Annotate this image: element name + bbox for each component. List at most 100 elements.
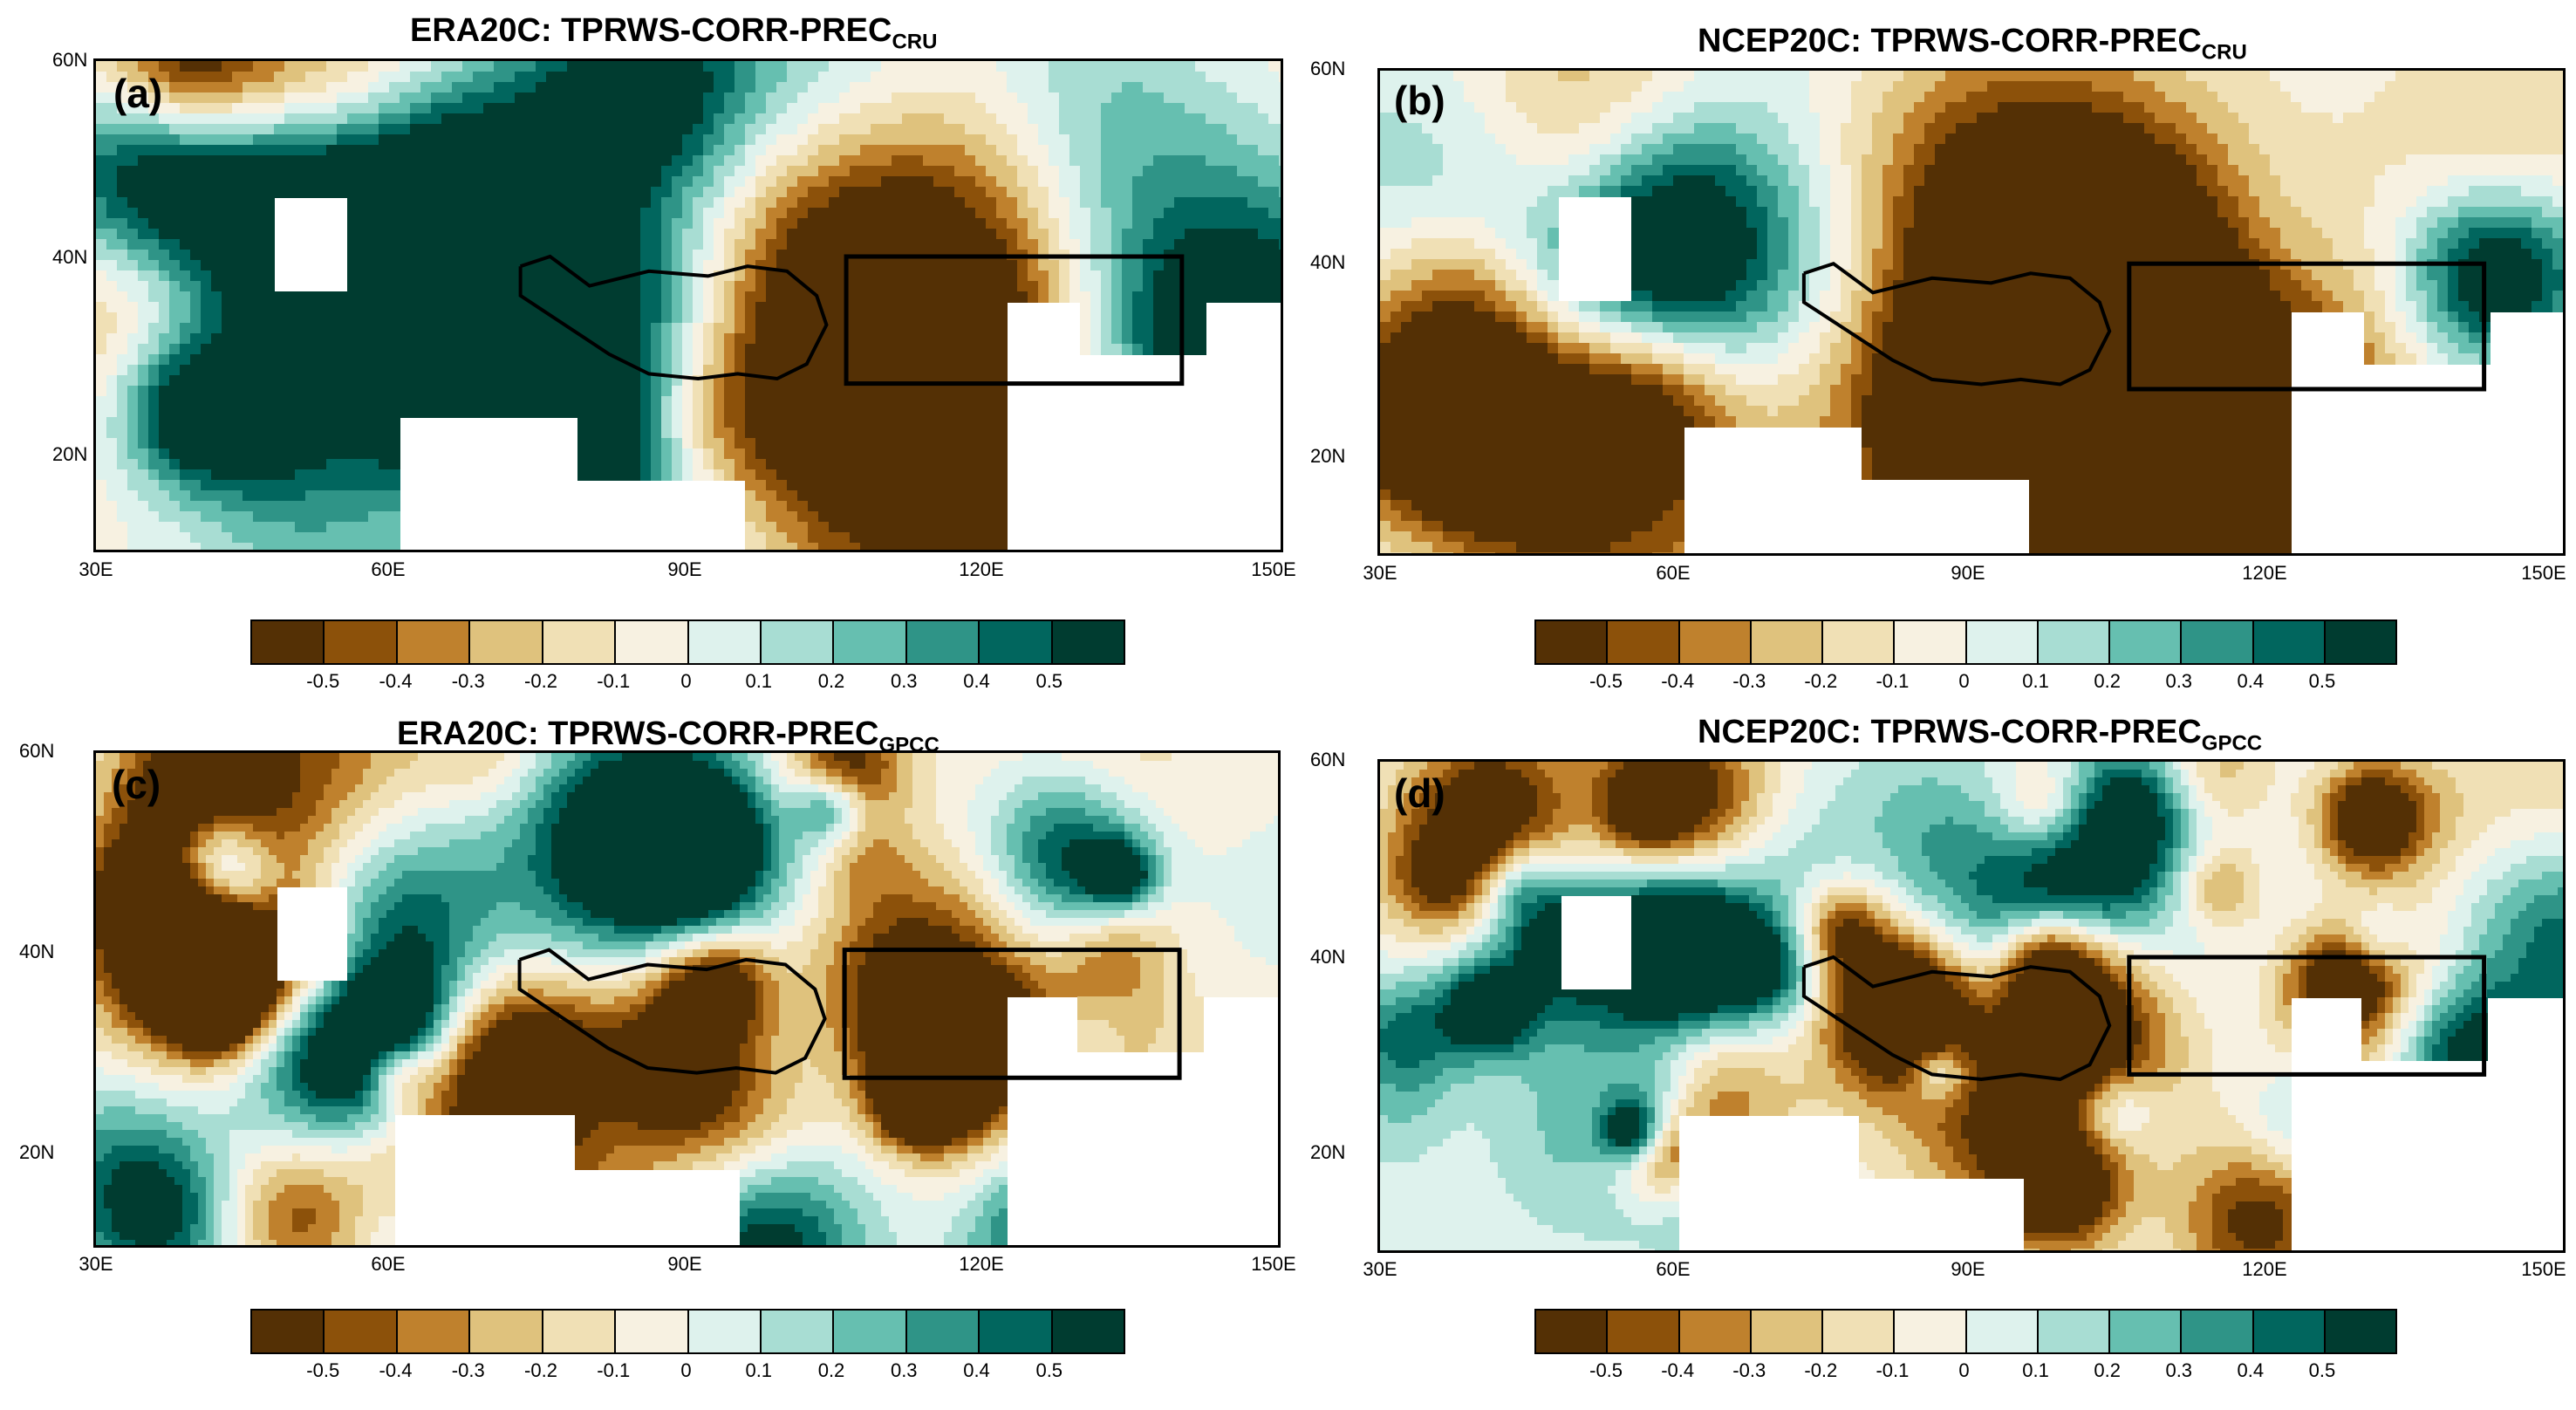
colorbar-tick-label: 0.2: [2094, 1359, 2121, 1382]
colorbar-swatch: [1966, 1311, 2039, 1352]
colorbar-swatch: [2253, 1311, 2326, 1352]
colorbar-tick-label: -0.1: [1876, 1359, 1909, 1382]
colorbar-swatch: [761, 1311, 835, 1352]
map-frame: [93, 58, 1283, 552]
lon-tick-60e: 60E: [1656, 1258, 1690, 1281]
colorbar-swatch: [1823, 1311, 1896, 1352]
colorbar-swatch: [834, 621, 907, 663]
lon-tick-120e: 120E: [2242, 562, 2286, 585]
colorbar-tick-label: -0.4: [379, 670, 413, 693]
colorbar-tick-label: -0.3: [452, 670, 485, 693]
colorbar-tick-label: 0: [680, 1359, 691, 1382]
region-box: [2127, 955, 2487, 1077]
lat-tick-60n: 60N: [52, 49, 87, 72]
lon-tick-150e: 150E: [2521, 1258, 2566, 1281]
colorbar-swatch: [2182, 1311, 2254, 1352]
panel-b: NCEP20C: TPRWS-CORR-PRECCRU (b) 60N 40N …: [1288, 0, 2576, 705]
colorbar-tick-label: -0.5: [306, 670, 339, 693]
colorbar-tick-label: 0: [680, 670, 691, 693]
colorbar-tick-label: 0.1: [745, 1359, 772, 1382]
colorbar-swatch: [2038, 1311, 2110, 1352]
colorbar-tick-label: -0.3: [452, 1359, 485, 1382]
correlation-map: [96, 61, 1281, 550]
panel-a: ERA20C: TPRWS-CORR-PRECCRU (a) 60N 40N 2…: [0, 0, 1296, 705]
colorbar-tick-label: 0.5: [2309, 670, 2336, 693]
colorbar-swatch: [2110, 1311, 2183, 1352]
colorbar-tick-label: -0.1: [597, 1359, 630, 1382]
colorbar-labels: -0.5 -0.4 -0.3 -0.2 -0.1 0 0.1 0.2 0.3 0.4 0.5: [250, 1359, 1122, 1386]
correlation-map: [1380, 71, 2563, 553]
colorbar-swatch: [1608, 1311, 1680, 1352]
panel-label: (b): [1394, 77, 1445, 124]
map-frame: [93, 750, 1281, 1248]
lon-tick-150e: 150E: [1251, 558, 1295, 581]
colorbar-tick-label: 0: [1958, 1359, 1969, 1382]
colorbar-swatch: [1536, 1311, 1609, 1352]
correlation-map: [1380, 762, 2563, 1250]
colorbar-labels: -0.5 -0.4 -0.3 -0.2 -0.1 0 0.1 0.2 0.3 0.4 0.5: [250, 670, 1122, 696]
colorbar-swatch: [688, 1311, 762, 1352]
colorbar-swatch: [1679, 621, 1752, 663]
colorbar-labels: -0.5 -0.4 -0.3 -0.2 -0.1 0 0.1 0.2 0.3 0.4 0.5: [1534, 1359, 2394, 1386]
lat-tick-40n: 40N: [52, 246, 87, 269]
plateau-outline: [1801, 261, 2112, 387]
colorbar-swatch: [980, 621, 1053, 663]
colorbar-swatch: [543, 1311, 617, 1352]
colorbar-swatch: [2325, 621, 2395, 663]
lat-tick-60n: 60N: [19, 740, 54, 763]
lon-tick-60e: 60E: [371, 558, 405, 581]
colorbar-swatch: [1895, 621, 1967, 663]
colorbar-tick-label: 0.1: [2022, 670, 2049, 693]
panel-label: (d): [1394, 770, 1445, 817]
colorbar-tick-label: 0.4: [2238, 670, 2265, 693]
colorbar-swatch: [616, 1311, 689, 1352]
colorbar-swatch: [834, 1311, 907, 1352]
colorbar-swatch: [252, 1311, 325, 1352]
lat-tick-60n: 60N: [1310, 749, 1345, 771]
colorbar-swatch: [906, 621, 981, 663]
colorbar-swatch: [397, 621, 471, 663]
panel-title-main: NCEP20C: TPRWS-CORR-PREC: [1698, 23, 2202, 59]
colorbar-tick-label: 0.1: [745, 670, 772, 693]
colorbar-tick-label: -0.2: [1804, 670, 1837, 693]
colorbar-swatch: [1751, 1311, 1823, 1352]
colorbar-swatch: [1679, 1311, 1752, 1352]
colorbar-swatch: [543, 621, 617, 663]
colorbar-tick-label: -0.4: [1661, 670, 1694, 693]
colorbar-swatch: [1895, 1311, 1967, 1352]
colorbar-tick-label: -0.2: [1804, 1359, 1837, 1382]
colorbar: [1534, 619, 2397, 665]
colorbar-tick-label: -0.2: [524, 1359, 557, 1382]
colorbar-swatch: [688, 621, 762, 663]
colorbar-swatch: [252, 621, 325, 663]
panel-label: (c): [112, 761, 161, 808]
colorbar-tick-label: 0.4: [963, 670, 990, 693]
colorbar-tick-label: 0.2: [2094, 670, 2121, 693]
lat-tick-20n: 20N: [19, 1141, 54, 1164]
colorbar-tick-label: -0.5: [306, 1359, 339, 1382]
panel-label: (a): [113, 70, 162, 117]
colorbar-swatch: [980, 1311, 1053, 1352]
colorbar-tick-label: 0.3: [891, 1359, 918, 1382]
panel-title: NCEP20C: TPRWS-CORR-PRECCRU: [1698, 23, 2247, 65]
colorbar-tick-label: -0.4: [379, 1359, 413, 1382]
colorbar-swatch: [2325, 1311, 2395, 1352]
colorbar-tick-label: -0.3: [1732, 670, 1766, 693]
colorbar-swatch: [470, 1311, 543, 1352]
colorbar-tick-label: 0.4: [963, 1359, 990, 1382]
panel-title-sub: CRU: [2202, 41, 2247, 65]
panel-title-main: NCEP20C: TPRWS-CORR-PREC: [1698, 714, 2202, 750]
lon-tick-90e: 90E: [1951, 562, 1985, 585]
panel-c: ERA20C: TPRWS-CORR-PRECGPCC (c) 60N 40N …: [0, 705, 1296, 1410]
colorbar-tick-label: -0.1: [597, 670, 630, 693]
map-frame: [1377, 68, 2566, 556]
colorbar-labels: -0.5 -0.4 -0.3 -0.2 -0.1 0 0.1 0.2 0.3 0.4 0.5: [1534, 670, 2394, 696]
colorbar-tick-label: 0.5: [1035, 1359, 1063, 1382]
colorbar: [250, 1309, 1125, 1354]
lat-tick-60n: 60N: [1310, 58, 1345, 80]
colorbar-tick-label: 0.1: [2022, 1359, 2049, 1382]
plateau-outline: [517, 948, 827, 1075]
colorbar-tick-label: -0.4: [1661, 1359, 1694, 1382]
colorbar-tick-label: 0: [1958, 670, 1969, 693]
panel-title-sub: GPCC: [2202, 732, 2262, 756]
